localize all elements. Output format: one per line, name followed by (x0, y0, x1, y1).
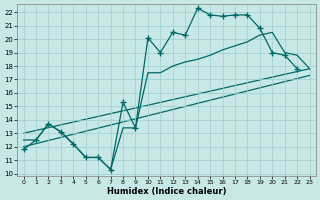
X-axis label: Humidex (Indice chaleur): Humidex (Indice chaleur) (107, 187, 226, 196)
